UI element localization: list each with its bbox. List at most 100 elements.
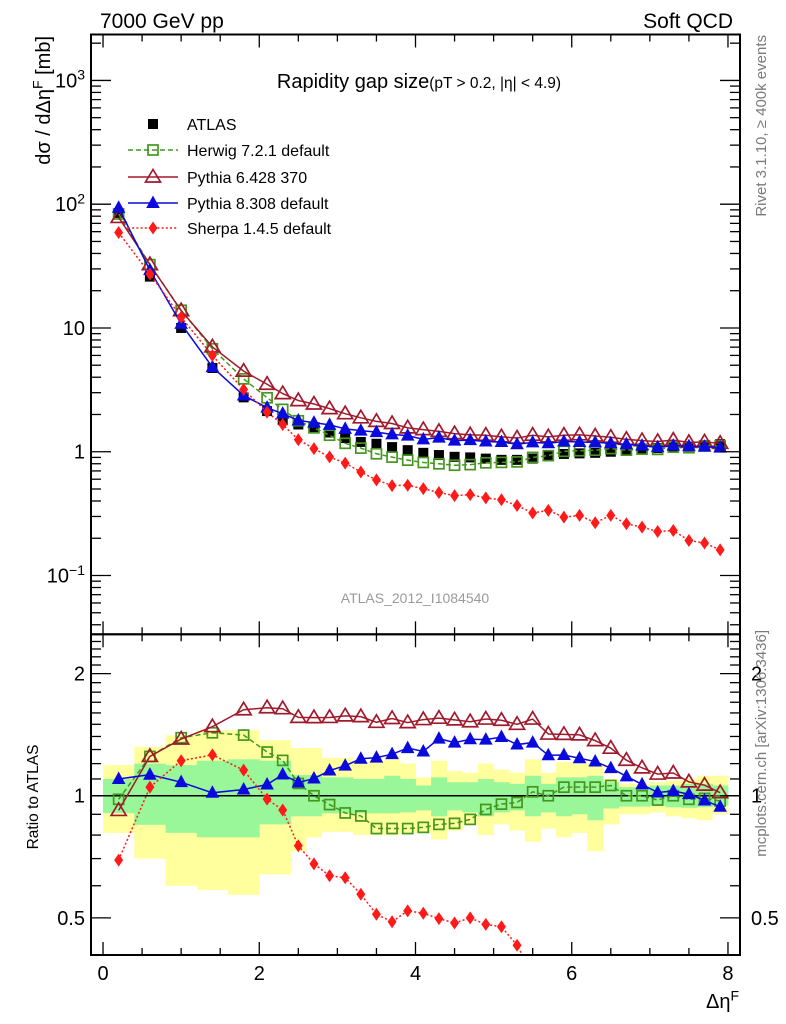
sherpa-1-4-5-default-ratio-point: [262, 792, 272, 806]
pythia-6-428-370-point: [351, 408, 370, 424]
pythia-6-428-370-ratio-point: [695, 776, 714, 792]
main-panel-data: [109, 200, 730, 557]
pythia-8-308-default-point: [275, 406, 290, 419]
pythia-6-428-370-ratio-point: [351, 707, 370, 723]
pythia-8-308-default-point: [111, 200, 126, 213]
superscript: −1: [69, 562, 85, 578]
pythia-6-428-370-ratio-point: [711, 783, 730, 799]
pythia-8-308-default-point: [666, 438, 681, 451]
pythia-8-308-default-point: [416, 431, 431, 445]
superscript: F: [730, 987, 739, 1003]
axis-tick-labels: 10−1 1 10 102 103 0.5 0.5 1 1 2 2 0 2 4 6 8: [47, 67, 779, 985]
sherpa-1-4-5-default-ratio-point: [114, 853, 124, 867]
herwig-7-2-1-default-point: [417, 456, 430, 469]
sherpa-1-4-5-default-point: [621, 517, 631, 531]
herwig-7-2-1-default-ratio-point: [511, 796, 523, 809]
pythia-6-428-370-ratio-point: [586, 731, 605, 747]
herwig-7-2-1-default-ratio-point: [573, 781, 586, 793]
herwig-7-2-1-default-ratio-point: [308, 789, 320, 802]
ratio-y-tick-label-left: 1: [74, 786, 85, 808]
sherpa-1-4-5-default-ratio-point: [325, 869, 335, 883]
sherpa-1-4-5-default-point: [207, 349, 217, 363]
herwig-7-2-1-default-point: [542, 449, 555, 462]
atlas-point: [371, 438, 382, 449]
sherpa-1-4-5-default-ratio-point: [528, 967, 537, 980]
atlas-point: [418, 447, 429, 458]
sherpa-1-4-5-default-ratio-point: [591, 1018, 600, 1024]
herwig-7-2-1-default-ratio-point: [206, 726, 219, 739]
pythia-8-308-default-ratio-point: [338, 758, 352, 771]
sherpa-1-4-5-default-point: [309, 442, 319, 456]
pythia-8-308-default-point: [635, 438, 649, 451]
sherpa-1-4-5-default-point: [434, 486, 444, 500]
herwig-7-2-1-default-point: [511, 456, 523, 468]
herwig-7-2-1-default-ratio-point: [354, 810, 367, 822]
sherpa-1-4-5-default-point: [512, 498, 522, 512]
pythia-6-428-370-ratio-point: [140, 747, 159, 763]
pythia-8-308-default-ratio-point: [682, 786, 696, 800]
pythia-8-308-default-line: [117, 207, 721, 449]
legend-label: Sherpa 1.4.5 default: [187, 221, 332, 238]
herwig-7-2-1-default-ratio-point: [401, 822, 414, 835]
herwig-7-2-1-default-ratio-point: [589, 781, 602, 793]
pythia-8-308-default-point: [307, 415, 321, 428]
pythia-8-308-default-ratio-point: [603, 760, 618, 774]
herwig-7-2-1-default-ratio-point: [386, 822, 398, 835]
pythia-6-428-370-ratio-point: [289, 708, 308, 724]
pythia-6-428-370-ratio-point: [648, 764, 667, 780]
legend-entry-sherpa: Sherpa 1.4.5 default: [128, 221, 332, 238]
ratio-y-tick-label-left: 0.5: [57, 908, 85, 930]
pythia-8-308-default-point: [479, 433, 493, 447]
pythia-8-308-default-ratio-point: [525, 735, 540, 748]
herwig-7-2-1-default-ratio-point: [542, 789, 555, 802]
sherpa-1-4-5-default-ratio-point: [387, 915, 397, 929]
chart-subtitle: (pT > 0.2, |η| < 4.9): [429, 75, 561, 92]
pythia-6-428-370-ratio-point: [539, 724, 558, 740]
atlas-point: [433, 450, 444, 461]
pythia-6-428-370-ratio-point: [109, 801, 128, 817]
herwig-7-2-1-default-ratio-point: [464, 813, 477, 826]
sherpa-1-4-5-default-point: [465, 488, 475, 502]
sherpa-1-4-5-default-ratio-point: [239, 763, 249, 777]
pythia-8-308-default-ratio-point: [666, 783, 681, 796]
herwig-7-2-1-default-ratio-point: [448, 817, 461, 830]
pythia-8-308-default-point: [322, 417, 337, 430]
analysis-id-label: ATLAS_2012_I1084540: [341, 590, 490, 606]
pythia-6-428-370-ratio-point: [523, 709, 542, 725]
sherpa-1-4-5-default-point: [387, 479, 397, 493]
pythia-8-308-default-ratio-point: [385, 746, 399, 760]
pythia-8-308-default-point: [385, 426, 399, 440]
pythia-8-308-default-point: [354, 423, 368, 436]
pythia-6-428-370-point: [273, 384, 292, 400]
sherpa-1-4-5-default-point: [371, 473, 381, 487]
x-tick-label: 0: [97, 963, 108, 985]
sherpa-1-4-5-default-ratio-point: [403, 904, 413, 918]
atlas-point: [574, 448, 585, 459]
sherpa-1-4-5-default-point: [239, 383, 249, 397]
pythia-8-308-default-point: [682, 438, 696, 452]
herwig-7-2-1-default-ratio-point: [323, 798, 336, 811]
sherpa-1-4-5-default-ratio-point: [606, 998, 615, 1011]
sherpa-1-4-5-default-ratio-point: [293, 839, 303, 853]
pythia-8-308-default-point: [338, 421, 352, 434]
sherpa-1-4-5-default-point: [418, 482, 428, 496]
pythia-8-308-default-ratio-point: [697, 792, 712, 806]
herwig-7-2-1-default-point: [433, 457, 445, 470]
herwig-7-2-1-default-point: [386, 451, 398, 463]
y-tick-label: 10−1: [47, 562, 85, 588]
pythia-6-428-370-ratio-point: [429, 709, 448, 725]
herwig-7-2-1-default-ratio-point: [479, 803, 492, 816]
pythia-6-428-370-ratio-point: [445, 710, 464, 726]
sherpa-1-4-5-default-point: [450, 489, 460, 503]
sherpa-1-4-5-default-point: [668, 524, 678, 538]
pythia-8-308-default-point: [400, 428, 415, 441]
pythia-6-428-370-ratio-point: [617, 751, 636, 767]
x-tick-label: 4: [410, 963, 421, 985]
pythia-6-428-370-ratio-point: [258, 698, 277, 714]
sherpa-1-4-5-default-ratio-point: [278, 803, 288, 817]
pythia-6-428-370-ratio-point: [320, 708, 339, 724]
pythia-8-308-default-ratio-point: [572, 750, 587, 764]
pythia-6-428-370-ratio-point: [234, 700, 253, 716]
sherpa-1-4-5-default-point: [325, 450, 335, 464]
